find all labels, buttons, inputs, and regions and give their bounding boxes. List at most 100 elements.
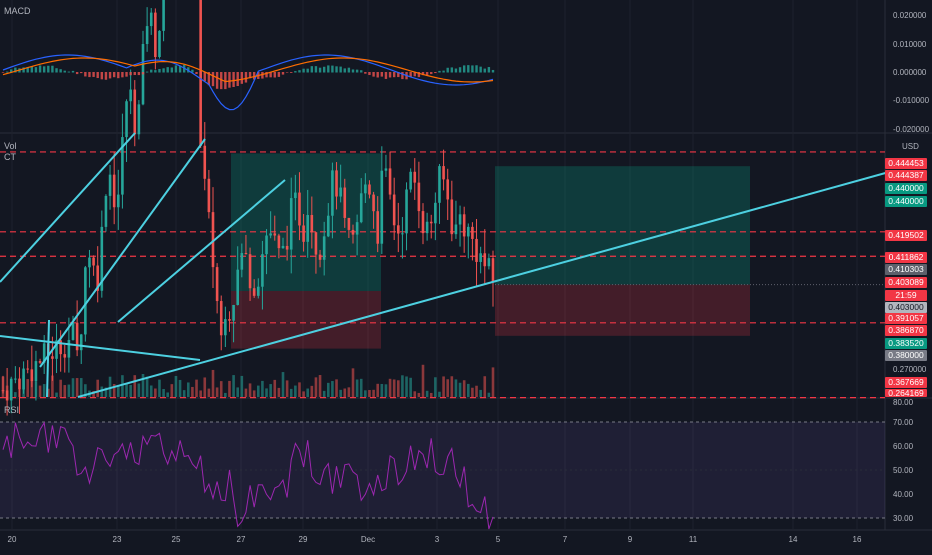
volume-bar xyxy=(396,380,400,397)
candle-body xyxy=(318,254,322,260)
macd-tick-0: 0.020000 xyxy=(893,11,927,20)
volume-bar xyxy=(158,379,161,397)
candle-body xyxy=(331,170,334,216)
macd-histogram-bar xyxy=(475,65,478,73)
volume-bar xyxy=(277,387,281,397)
candle-body xyxy=(125,101,128,138)
candle-body xyxy=(479,253,482,262)
volume-bar xyxy=(376,383,380,397)
macd-histogram-bar xyxy=(104,72,108,80)
price-tag: 0.440000 xyxy=(885,196,927,207)
candle-body xyxy=(252,288,256,296)
macd-histogram-bar xyxy=(75,72,79,75)
macd-histogram-bar xyxy=(224,72,227,90)
macd-histogram-bar xyxy=(430,72,433,75)
x-tick: 14 xyxy=(788,535,798,544)
macd-histogram-bar xyxy=(360,70,363,73)
macd-histogram-bar xyxy=(467,65,470,73)
rsi-tick-1: 70.00 xyxy=(893,418,914,427)
candle-body xyxy=(302,225,305,242)
macd-histogram-bar xyxy=(252,72,256,80)
candle-body xyxy=(18,378,21,390)
signal-line xyxy=(2,57,494,83)
volume-bar xyxy=(162,388,165,397)
volume-bar xyxy=(84,384,87,397)
volume-bar xyxy=(5,385,9,397)
position-profit-zone xyxy=(231,153,381,291)
price-tag: 0.383520 xyxy=(885,338,927,349)
macd-histogram-bar xyxy=(462,65,466,73)
candle-body xyxy=(116,194,120,208)
volume-bar xyxy=(421,364,425,397)
candle-body xyxy=(364,184,367,194)
volume-bar xyxy=(38,385,42,397)
candle-body xyxy=(261,254,264,287)
candle-body xyxy=(121,137,124,195)
vol-label: Vol xyxy=(4,141,17,151)
macd-histogram-bar xyxy=(191,69,194,73)
volume-bar xyxy=(129,385,132,397)
rsi-tick-4: 40.00 xyxy=(893,490,914,499)
candle-body xyxy=(256,286,260,296)
macd-histogram-bar xyxy=(67,71,71,73)
macd-histogram-bar xyxy=(302,68,305,73)
macd-histogram-bar xyxy=(240,72,244,84)
macd-histogram-bar xyxy=(351,69,355,73)
volume-bar xyxy=(22,375,25,397)
x-tick: 5 xyxy=(495,535,501,544)
macd-histogram-bar xyxy=(195,72,198,74)
volume-bar xyxy=(121,375,124,397)
candle-body xyxy=(450,199,454,235)
macd-histogram-bar xyxy=(471,65,474,73)
candle-body xyxy=(294,192,297,199)
macd-histogram-bar xyxy=(129,72,132,76)
macd-histogram-bar xyxy=(228,72,231,88)
volume-bar xyxy=(314,377,318,397)
volume-bar xyxy=(417,392,421,397)
macd-histogram-bar xyxy=(388,72,392,78)
macd-histogram-bar xyxy=(80,72,83,74)
candle-body xyxy=(347,217,351,230)
candle-body xyxy=(355,222,359,235)
volume-bar xyxy=(454,379,458,397)
candle-body xyxy=(104,195,108,227)
volume-bar xyxy=(298,382,301,397)
volume-bar xyxy=(228,380,231,397)
volume-bar xyxy=(215,387,219,397)
macd-tick-2: 0.000000 xyxy=(893,68,927,77)
volume-bar xyxy=(413,391,417,397)
volume-bar xyxy=(252,390,256,397)
volume-bar xyxy=(67,384,71,397)
x-tick: 3 xyxy=(434,535,440,544)
volume-bar xyxy=(170,384,174,397)
macd-histogram-bar xyxy=(55,68,58,73)
macd-label: MACD xyxy=(4,6,31,16)
candle-body xyxy=(51,356,54,359)
macd-histogram-bar xyxy=(38,65,42,73)
macd-histogram-bar xyxy=(96,72,99,79)
volume-bar xyxy=(96,379,100,397)
volume-bar xyxy=(475,385,478,397)
volume-bar xyxy=(75,378,79,397)
candle-body xyxy=(351,229,355,235)
macd-histogram-bar xyxy=(63,70,66,73)
candle-body xyxy=(26,368,30,370)
candle-body xyxy=(71,322,75,340)
volume-bar xyxy=(364,390,367,397)
candle-body xyxy=(310,215,314,233)
candle-body xyxy=(425,221,429,234)
price-tag: 0.403000 xyxy=(885,302,927,313)
x-tick: 20 xyxy=(7,535,17,544)
candle-body xyxy=(405,189,408,234)
macd-histogram-bar xyxy=(397,72,400,78)
macd-histogram-bar xyxy=(145,71,149,73)
volume-bar xyxy=(244,388,248,397)
candle-body xyxy=(145,26,149,45)
candle-body xyxy=(248,254,252,289)
macd-histogram-bar xyxy=(211,72,215,87)
countdown-tag: 21:59 xyxy=(885,290,927,301)
volume-bar xyxy=(306,388,310,397)
candle-body xyxy=(228,319,231,321)
candle-body xyxy=(92,257,95,266)
